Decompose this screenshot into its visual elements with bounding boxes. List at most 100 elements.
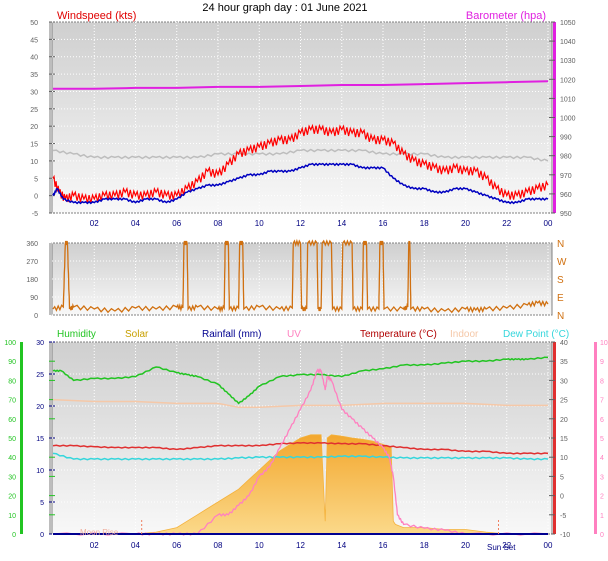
direction-left-bar — [49, 243, 52, 315]
x-tick-label: 02 — [90, 219, 99, 228]
y-tick-label: 100 — [4, 340, 16, 347]
y-tick-label: 60 — [8, 417, 16, 424]
x-tick-label: 22 — [502, 219, 511, 228]
humidity-line — [52, 356, 549, 405]
y-tick-label: 960 — [560, 192, 572, 199]
y-tick-label: 40 — [30, 55, 38, 62]
y-tick-label: 15 — [30, 142, 38, 149]
uv-tick-label: 7 — [600, 398, 604, 405]
y-tick-label: 25 — [30, 107, 38, 114]
y-tick-label: 25 — [560, 398, 568, 405]
y-tick-label: 0 — [12, 532, 16, 539]
uv-tick-label: 4 — [600, 455, 604, 462]
x-tick-label: 06 — [172, 219, 181, 228]
y-tick-label: -5 — [32, 211, 38, 218]
y-tick-label: 90 — [30, 295, 38, 302]
compass-label: N — [557, 311, 564, 322]
y-tick-label: 10 — [30, 159, 38, 166]
x-tick-label: 10 — [255, 541, 264, 550]
panel-wind-baro — [51, 21, 553, 214]
y-tick-label: 30 — [30, 89, 38, 96]
uv-tick-label: 0 — [600, 532, 604, 539]
left-axis-bar — [49, 22, 52, 213]
y-tick-label: 0 — [34, 194, 38, 201]
y-tick-label: 20 — [30, 124, 38, 131]
y-tick-label: 20 — [560, 417, 568, 424]
humidity-axis-bar — [20, 342, 23, 534]
x-tick-label: 08 — [214, 219, 223, 228]
x-tick-label: 06 — [172, 541, 181, 550]
legend-label: Dew Point (°C) — [503, 329, 569, 340]
x-tick-label: 00 — [544, 541, 553, 550]
y-tick-label: 40 — [560, 340, 568, 347]
y-tick-label: 270 — [26, 259, 38, 266]
wind-average-line — [52, 162, 549, 205]
compass-label: W — [557, 257, 567, 268]
compass-label: S — [557, 275, 564, 286]
x-tick-label: 08 — [214, 541, 223, 550]
y-tick-label: 1040 — [560, 39, 576, 46]
x-tick-label: 20 — [461, 541, 470, 550]
y-tick-label: 30 — [8, 474, 16, 481]
y-tick-label: 35 — [560, 359, 568, 366]
y-tick-label: 0 — [34, 313, 38, 320]
y-tick-label: 1000 — [560, 116, 576, 123]
x-tick-label: 02 — [90, 541, 99, 550]
y-tick-label: 70 — [8, 398, 16, 405]
legend-label: Rainfall (mm) — [202, 329, 261, 340]
y-tick-label: 5 — [34, 176, 38, 183]
uv-tick-label: 6 — [600, 417, 604, 424]
barometer-line — [53, 80, 549, 90]
x-tick-label: 18 — [420, 219, 429, 228]
uv-tick-label: 8 — [600, 378, 604, 385]
y-tick-label: 20 — [36, 404, 44, 411]
y-tick-label: 0 — [40, 532, 44, 539]
compass-label: E — [557, 293, 564, 304]
y-tick-label: 45 — [30, 37, 38, 44]
y-tick-label: 1020 — [560, 77, 576, 84]
legend-label: UV — [287, 329, 301, 340]
x-tick-label: 22 — [502, 541, 511, 550]
temperature-line — [52, 441, 549, 455]
legend-label: Solar — [125, 329, 149, 340]
x-tick-label: 04 — [131, 541, 140, 550]
y-tick-label: 970 — [560, 173, 572, 180]
y-tick-label: 10 — [560, 455, 568, 462]
uv-tick-label: 10 — [600, 340, 608, 347]
compass-label: N — [557, 239, 564, 250]
page-title: 24 hour graph day : 01 June 2021 — [202, 2, 367, 14]
uv-axis-bar — [594, 342, 597, 534]
legend-label: Indoor — [450, 329, 479, 340]
x-tick-label: 14 — [337, 219, 346, 228]
x-tick-label: 20 — [461, 219, 470, 228]
y-tick-label: 10 — [8, 513, 16, 520]
x-tick-label: 12 — [296, 541, 305, 550]
x-tick-label: 18 — [420, 541, 429, 550]
y-tick-label: 5 — [560, 474, 564, 481]
y-tick-label: 360 — [26, 241, 38, 248]
right-axis-title: Barometer (hpa) — [466, 10, 546, 22]
x-tick-label: 12 — [296, 219, 305, 228]
y-tick-label: 980 — [560, 154, 572, 161]
y-tick-label: 5 — [40, 500, 44, 507]
uv-line — [52, 367, 549, 536]
y-tick-label: 990 — [560, 135, 572, 142]
y-tick-label: 10 — [36, 468, 44, 475]
y-tick-label: 180 — [26, 277, 38, 284]
y-tick-label: 25 — [36, 372, 44, 379]
uv-tick-label: 2 — [600, 494, 604, 501]
y-tick-label: 20 — [8, 494, 16, 501]
windspeed-line — [52, 123, 549, 204]
y-tick-label: 1010 — [560, 96, 576, 103]
wind-background-line — [52, 148, 549, 162]
x-tick-label: 14 — [337, 541, 346, 550]
uv-tick-label: 5 — [600, 436, 604, 443]
y-tick-label: 30 — [560, 378, 568, 385]
x-tick-label: 16 — [379, 219, 388, 228]
indoor-temperature-line — [52, 398, 548, 409]
uv-tick-label: 1 — [600, 513, 604, 520]
legend-label: Temperature (°C) — [360, 329, 437, 340]
y-tick-label: 50 — [30, 20, 38, 27]
y-tick-label: 80 — [8, 378, 16, 385]
